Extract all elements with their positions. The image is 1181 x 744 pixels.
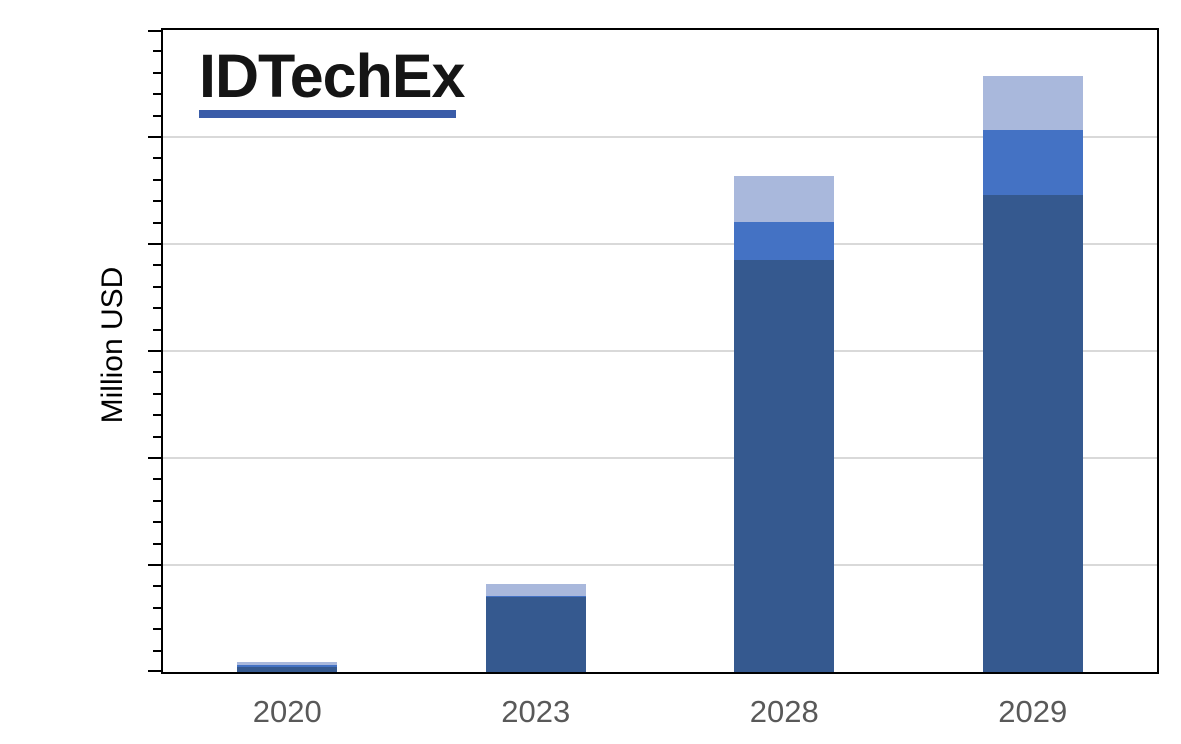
bar-2028-medium-blue-segment [734, 221, 835, 261]
x-label-2023: 2023 [501, 694, 571, 729]
bar-2028 [734, 175, 835, 672]
bar-2020-medium-blue-segment [237, 665, 338, 667]
y-major-tick [148, 457, 161, 459]
y-minor-tick [153, 371, 161, 374]
y-minor-tick [153, 435, 161, 438]
y-minor-tick [153, 606, 161, 609]
bar-2029-medium-blue-segment [982, 129, 1083, 195]
bar-2023 [485, 584, 586, 672]
bar-2020-dark-blue-segment [237, 666, 338, 672]
idtechex-logo: IDTechEx [199, 42, 465, 118]
y-minor-tick [153, 221, 161, 224]
y-minor-tick [153, 50, 161, 53]
bar-2029 [982, 76, 1083, 672]
y-minor-tick [153, 628, 161, 631]
y-minor-tick [153, 264, 161, 267]
y-axis-title: Million USD [96, 266, 129, 424]
x-label-2028: 2028 [749, 694, 819, 729]
gridline [163, 350, 1157, 352]
bar-2020-light-blue-segment [237, 661, 338, 666]
bar-2029-dark-blue-segment [982, 194, 1083, 672]
y-minor-tick [153, 499, 161, 502]
y-minor-tick [153, 649, 161, 652]
bar-2023-dark-blue-segment [485, 597, 586, 672]
bar-2023-light-blue-segment [485, 584, 586, 596]
y-major-tick [148, 30, 161, 32]
gridline [163, 136, 1157, 138]
y-minor-tick [153, 71, 161, 74]
y-major-tick [148, 136, 161, 138]
y-minor-tick [153, 478, 161, 481]
y-minor-tick [153, 521, 161, 524]
bar-2020 [237, 661, 338, 672]
y-major-tick [148, 670, 161, 672]
bar-2023-medium-blue-segment [485, 595, 586, 598]
gridline [163, 243, 1157, 245]
x-label-2029: 2029 [998, 694, 1068, 729]
y-minor-tick [153, 585, 161, 588]
bar-2028-dark-blue-segment [734, 260, 835, 672]
y-minor-tick [153, 328, 161, 331]
bar-2029-light-blue-segment [982, 76, 1083, 130]
y-minor-tick [153, 285, 161, 288]
y-major-tick [148, 564, 161, 566]
idtechex-logo-underline [199, 110, 456, 118]
chart-plot-area: IDTechEx [161, 28, 1159, 674]
y-minor-tick [153, 157, 161, 160]
y-minor-tick [153, 200, 161, 203]
y-minor-tick [153, 392, 161, 395]
y-minor-tick [153, 414, 161, 417]
y-minor-tick [153, 307, 161, 310]
bar-2028-light-blue-segment [734, 175, 835, 222]
gridline [163, 457, 1157, 459]
y-minor-tick [153, 542, 161, 545]
y-major-tick [148, 243, 161, 245]
y-major-tick [148, 350, 161, 352]
y-minor-tick [153, 93, 161, 96]
x-label-2020: 2020 [252, 694, 322, 729]
y-axis-ticks [148, 30, 161, 672]
idtechex-logo-text: IDTechEx [199, 42, 465, 110]
gridline [163, 564, 1157, 566]
x-axis-labels: 2020 2023 2028 2029 [163, 694, 1157, 734]
y-minor-tick [153, 114, 161, 117]
y-minor-tick [153, 178, 161, 181]
